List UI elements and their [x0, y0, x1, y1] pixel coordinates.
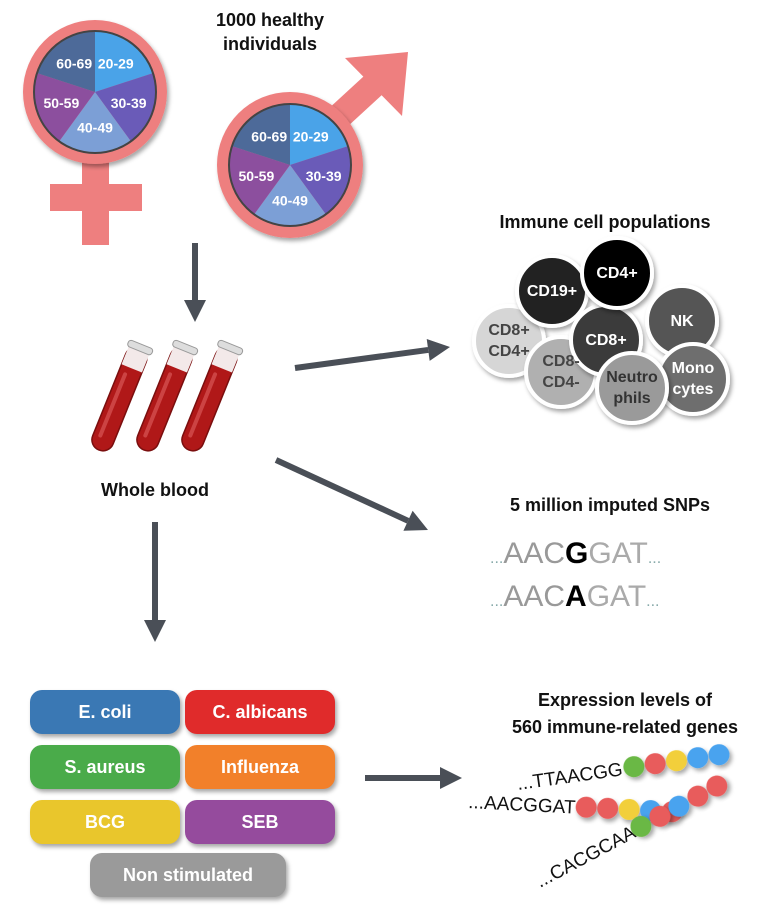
arrow-to-snps	[274, 457, 428, 531]
pie-label: 30-39	[111, 95, 147, 111]
blood-tube-icon	[91, 339, 154, 452]
expression-dot	[706, 775, 728, 797]
tube-shine	[188, 372, 218, 438]
pie-label: 20-29	[293, 128, 329, 144]
sequence-text: ...CACGCAA	[532, 822, 639, 892]
cell-label-nk: NK	[670, 312, 694, 330]
sequence-text: ...TTAACGG	[516, 759, 624, 795]
female-cross-horizontal	[50, 184, 142, 211]
cell-label-cd19: CD19+	[526, 282, 578, 300]
sequence-line	[513, 759, 757, 796]
expression-dot	[668, 795, 690, 817]
arrow-head	[440, 767, 462, 789]
arrow-to-cells	[294, 339, 450, 371]
expression-dot	[649, 805, 671, 827]
cell-label-neutrophils: Neutro phils	[606, 369, 658, 407]
immune-title: Immune cell populations	[499, 212, 711, 232]
arrow-to-expression	[365, 767, 462, 789]
expression-dot	[665, 750, 687, 772]
tube-shine	[143, 372, 173, 438]
expression-dot	[644, 753, 666, 775]
tube-shine	[98, 372, 128, 438]
snp-sequence-1: ...AACGGAT...	[490, 537, 661, 570]
pie-slice-60-69	[36, 31, 95, 92]
expression-sequence-2: ...AACGGAT	[462, 792, 708, 826]
cell-label-monocytes: Mono cytes	[671, 360, 715, 398]
blood-tube-icon	[136, 339, 199, 452]
pie-slice-60-69	[231, 103, 290, 165]
pie-label: 20-29	[98, 55, 134, 71]
expression-dot	[687, 747, 709, 769]
expression-title-2: 560 immune-related genes	[511, 717, 739, 737]
snp-sequence-2: ...AACAGAT...	[490, 580, 660, 613]
expression-dot	[618, 798, 640, 820]
arrow-head	[184, 300, 206, 322]
tube-cap	[172, 339, 199, 356]
pie-label: 60-69	[56, 55, 92, 71]
arrow-to-blood	[184, 243, 206, 322]
female-age-pie: 20-29 30-39 40-49 50-59 60-69	[33, 30, 157, 154]
pie-slice-20-29	[95, 31, 154, 92]
blood-tube-icon	[181, 339, 244, 452]
pie-label: 50-59	[238, 168, 274, 184]
stimulus-bcg: BCG	[30, 800, 180, 844]
expression-dot	[708, 744, 730, 766]
tube-cap	[127, 339, 154, 356]
expression-title-1: Expression levels of	[537, 690, 713, 710]
cell-circle	[580, 236, 654, 310]
snps-title: 5 million imputed SNPs	[509, 495, 711, 515]
stimulus-c-albicans: C. albicans	[185, 690, 335, 734]
cell-circle	[595, 351, 669, 425]
pie-label: 60-69	[251, 128, 287, 144]
title: 1000 healthy individuals	[215, 10, 325, 54]
arrow-shaft	[274, 457, 410, 524]
pie-label: 30-39	[306, 168, 342, 184]
tube-cap	[217, 339, 244, 356]
pie-slice-40-49	[59, 92, 131, 153]
arrow-head	[403, 510, 428, 531]
cell-label-cd8-cd4-double-negative: CD8- CD4-	[542, 353, 580, 391]
expression-dot	[597, 797, 619, 819]
cell-label-cd4: CD4+	[596, 264, 638, 282]
pie-slice-40-49	[254, 165, 326, 226]
arrow-head	[144, 620, 166, 642]
male-age-pie: 20-29 30-39 40-49 50-59 60-69	[228, 103, 352, 227]
arrow-to-stimuli	[144, 522, 166, 642]
pie-slice-30-39	[95, 73, 156, 142]
stimulus-s-aureus: S. aureus	[30, 745, 180, 789]
stimulus-e-coli: E. coli	[30, 690, 180, 734]
expression-dot	[687, 785, 709, 807]
stimulus-influenza: Influenza	[185, 745, 335, 789]
sequence-line	[536, 777, 755, 895]
pie-label: 40-49	[77, 119, 113, 135]
pie-label: 40-49	[272, 192, 308, 208]
expression-dot	[575, 796, 597, 818]
arrow-shaft	[294, 346, 429, 371]
pie-slice-50-59	[229, 146, 290, 215]
expression-dot	[630, 815, 652, 837]
stimulus-seb: SEB	[185, 800, 335, 844]
expression-dot	[623, 756, 645, 778]
pie-slice-30-39	[290, 146, 351, 215]
pie-border	[33, 30, 157, 154]
pie-slice-20-29	[290, 104, 349, 165]
cell-label-cd8: CD8+	[585, 331, 627, 349]
pie-label: 50-59	[43, 95, 79, 111]
pie-slice-50-59	[34, 73, 95, 142]
cell-label-cd8-cd4-double-positive: CD8+ CD4+	[488, 322, 530, 360]
sequence-text: ...AACGGAT	[468, 792, 577, 819]
arrow-head	[426, 339, 450, 361]
male-arrow-head	[345, 52, 408, 116]
stimulus-non-stimulated: Non stimulated	[90, 853, 286, 897]
whole-blood-label: Whole blood	[101, 480, 209, 500]
pie-border	[228, 103, 352, 227]
